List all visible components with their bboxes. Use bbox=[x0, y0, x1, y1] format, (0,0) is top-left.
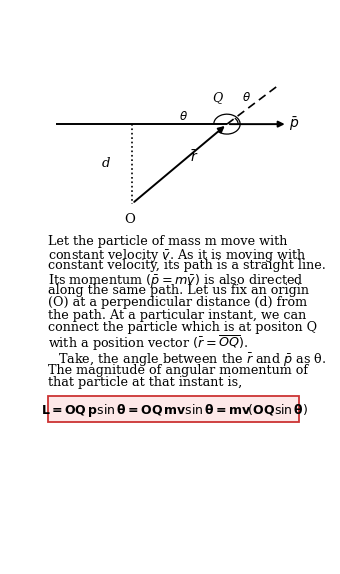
Text: the path. At a particular instant, we can: the path. At a particular instant, we ca… bbox=[48, 309, 306, 322]
Text: The magnitude of angular momentum of: The magnitude of angular momentum of bbox=[48, 364, 308, 377]
FancyBboxPatch shape bbox=[48, 396, 300, 422]
Text: $\theta$: $\theta$ bbox=[179, 110, 188, 123]
Text: with a position vector $(\bar{r}=\overline{OQ})$.: with a position vector $(\bar{r}=\overli… bbox=[48, 333, 248, 353]
Text: connect the particle which is at positon Q: connect the particle which is at positon… bbox=[48, 321, 317, 334]
Text: (O) at a perpendicular distance (d) from: (O) at a perpendicular distance (d) from bbox=[48, 297, 307, 309]
Text: $\bar{p}$: $\bar{p}$ bbox=[289, 115, 299, 133]
Text: d: d bbox=[101, 157, 110, 170]
Text: Let the particle of mass m move with: Let the particle of mass m move with bbox=[48, 235, 287, 247]
Text: Q: Q bbox=[212, 91, 223, 104]
Text: that particle at that instant is,: that particle at that instant is, bbox=[48, 377, 242, 390]
Text: Its momentum $(\bar{p}=m\bar{v})$ is also directed: Its momentum $(\bar{p}=m\bar{v})$ is als… bbox=[48, 272, 303, 289]
Text: along the same path. Let us fix an origin: along the same path. Let us fix an origi… bbox=[48, 284, 309, 297]
Text: constant velocity $\bar{v}$. As it is moving with: constant velocity $\bar{v}$. As it is mo… bbox=[48, 247, 306, 264]
Text: O: O bbox=[124, 212, 135, 226]
Text: $\mathbf{L = OQ\,p\sin\theta = OQ\,mv\sin\theta = mv\!\left(OQ\sin\theta\right)}: $\mathbf{L = OQ\,p\sin\theta = OQ\,mv\si… bbox=[40, 402, 308, 418]
Text: Take, the angle between the $\bar{r}$ and $\bar{p}$ as θ.: Take, the angle between the $\bar{r}$ an… bbox=[58, 352, 327, 369]
Text: $\theta$: $\theta$ bbox=[242, 91, 251, 104]
Text: $\bar{r}$: $\bar{r}$ bbox=[190, 149, 198, 165]
Text: constant velocity, its path is a straight line.: constant velocity, its path is a straigh… bbox=[48, 259, 326, 273]
